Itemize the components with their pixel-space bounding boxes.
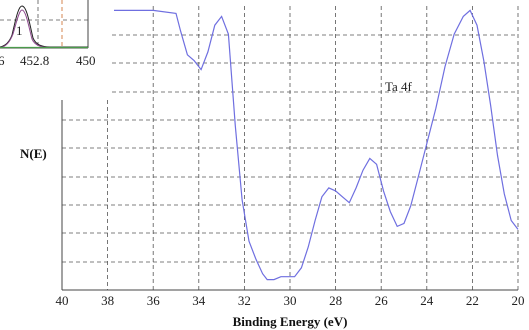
inset-tick-label-partial: 6: [0, 53, 5, 68]
x-axis-label: Binding Energy (eV): [233, 314, 348, 329]
series-line: [114, 9, 519, 281]
x-tick-label: 36: [147, 293, 161, 308]
inset-peak-envelope: [0, 5, 88, 48]
x-tick-labels: 40 38 36 34 32 30 28 26 24 22 20: [56, 293, 525, 308]
x-tick-label: 20: [512, 293, 525, 308]
x-tick-label: 24: [420, 293, 434, 308]
inset-peak-component: [0, 9, 88, 48]
grid: [62, 6, 519, 290]
x-tick-label: 30: [284, 293, 297, 308]
x-tick-label: 28: [329, 293, 342, 308]
inset-peak-label: 1: [16, 23, 23, 38]
inset-tick-label: 452.8: [20, 53, 49, 68]
x-tick-label: 26: [375, 293, 389, 308]
annotation-ta-4f: Ta 4f: [385, 79, 413, 94]
x-tick-label: 32: [238, 293, 251, 308]
inset-tick-label: 450: [76, 53, 96, 68]
x-tick-label: 38: [101, 293, 114, 308]
x-tick-label: 40: [56, 293, 69, 308]
inset-panel: 1 6 452.8 450: [0, 0, 96, 68]
y-axis-label: N(E): [20, 146, 47, 161]
x-tick-label: 22: [466, 293, 479, 308]
x-tick-label: 34: [192, 293, 206, 308]
